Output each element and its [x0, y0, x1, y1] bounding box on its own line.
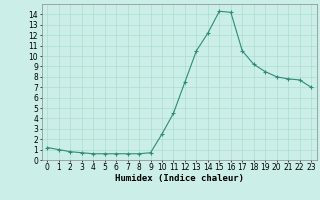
X-axis label: Humidex (Indice chaleur): Humidex (Indice chaleur): [115, 174, 244, 183]
